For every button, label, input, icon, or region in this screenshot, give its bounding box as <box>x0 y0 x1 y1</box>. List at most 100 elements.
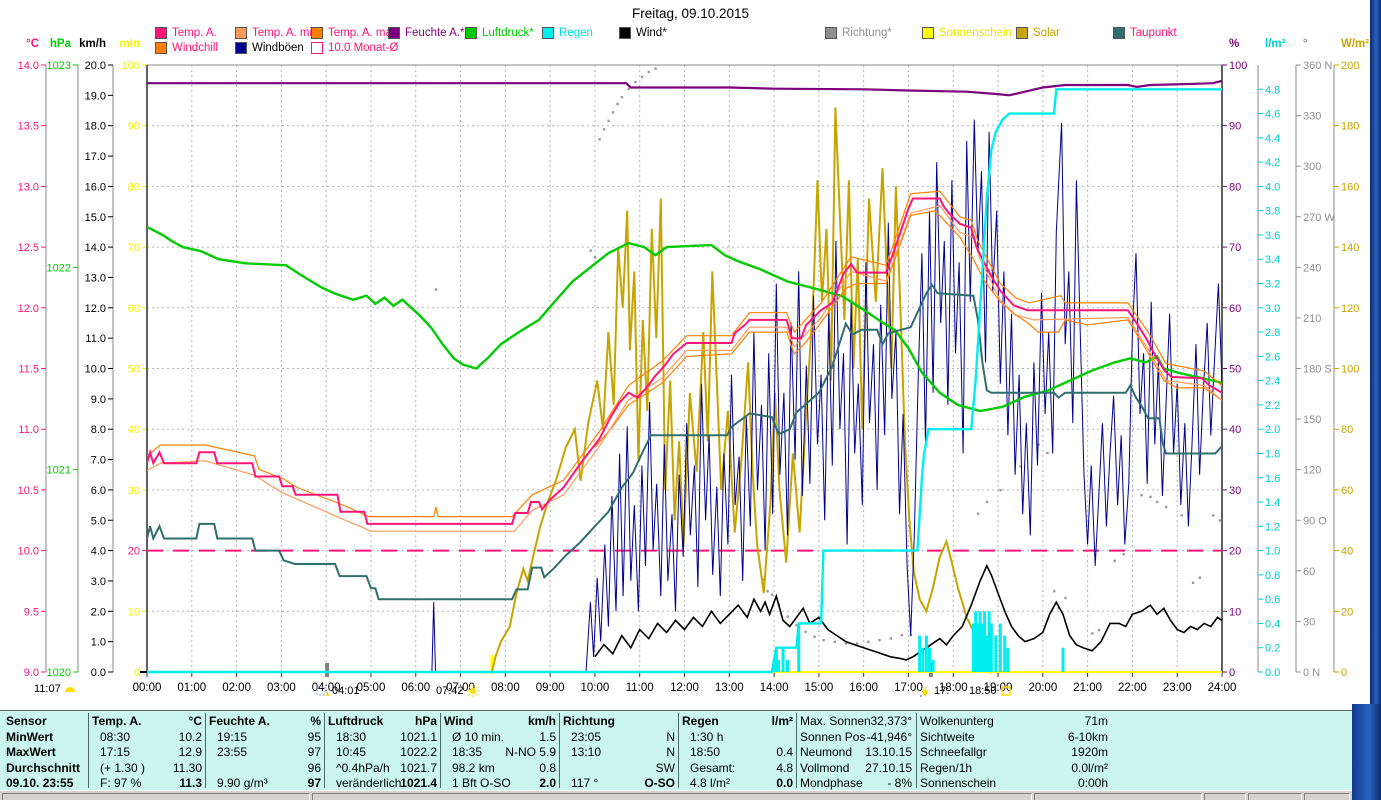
tick-label-deg: 150 <box>1303 414 1321 426</box>
tick-label-pct: 70 <box>1229 242 1241 254</box>
tick-label-deg: 360 N <box>1303 60 1332 72</box>
tick-label-wm2: 180 <box>1341 121 1359 133</box>
tick-label-lm2: 4.0 <box>1265 181 1280 193</box>
table-cell: veränderlich <box>336 776 402 791</box>
table-cell: Ø 10 min. <box>452 729 505 744</box>
tick-label-wm2: 20 <box>1341 606 1353 618</box>
tick-label-lm2: 2.8 <box>1265 327 1280 339</box>
legend-item-10-0-monat-[interactable]: 10.0 Monat-Ø <box>311 42 398 54</box>
series-regen-rate <box>971 623 975 672</box>
series-richtung <box>434 288 438 291</box>
legend-item-regen[interactable]: Regen <box>542 27 593 39</box>
legend-item-temp-a-[interactable]: Temp. A. <box>155 27 217 39</box>
legend-item-windb-en[interactable]: Windböen <box>235 42 304 54</box>
status-bar <box>0 790 1352 800</box>
table-cell: Wind <box>444 714 474 728</box>
tick-label-lm2: 2.4 <box>1265 376 1280 388</box>
tick-label-deg: 120 <box>1303 465 1321 477</box>
summary-table: Sensor MinWert MaxWert Durchschnitt 09.10. 2… <box>0 710 1352 790</box>
legend-item-windchill[interactable]: Windchill <box>155 42 218 54</box>
square-open-icon <box>1000 686 1011 696</box>
table-cell: Durchschnitt <box>6 760 81 775</box>
legend-item-luftdruck-[interactable]: Luftdruck* <box>465 27 534 39</box>
x-tick-label: 21:00 <box>1073 682 1102 694</box>
tick-label-lm2: 4.2 <box>1265 157 1280 169</box>
tick-label-min: 0 <box>134 667 140 679</box>
table-separator <box>440 713 441 788</box>
table-cell: Neumond <box>800 745 853 760</box>
tick-label-wm2: 200 <box>1341 60 1359 72</box>
table-separator <box>88 713 89 788</box>
table-cell: 0.0 <box>776 776 793 791</box>
tick-label-lm2: 3.0 <box>1265 303 1280 315</box>
tick-label-lm2: 4.8 <box>1265 84 1280 96</box>
tick-label-wm2: 120 <box>1341 303 1359 315</box>
legend-item-temp-a-min[interactable]: Temp. A. min <box>235 27 318 39</box>
annotation-text: 18:50 <box>969 685 997 697</box>
series-richtung <box>770 593 774 596</box>
table-cell: 98.2 km <box>452 760 495 775</box>
legend-label: Richtung* <box>842 27 892 39</box>
series-regen-rate <box>1003 635 1007 672</box>
legend-item-sonnenschein[interactable]: Sonnenschein <box>922 27 1012 39</box>
x-tick-label: 11:00 <box>626 682 654 694</box>
axis-unit-temp: °C <box>26 38 39 50</box>
legend-swatch-icon <box>1113 27 1125 39</box>
legend-swatch-icon <box>465 27 477 39</box>
table-cell: % <box>310 714 321 728</box>
legend-item-richtung-[interactable]: Richtung* <box>825 27 892 39</box>
tick-label-min: 70 <box>128 242 140 254</box>
series-regen-rate <box>989 623 993 672</box>
series-regen-rate <box>976 623 980 672</box>
table-cell: Gesamt: <box>690 760 736 775</box>
table-cell: -41,946° <box>866 729 913 744</box>
tick-label-hpa: 1020 <box>47 667 71 679</box>
table-cell: O-SO <box>644 776 675 791</box>
tick-label-hpa: 1021 <box>47 465 71 477</box>
tick-label-wm2: 160 <box>1341 181 1359 193</box>
tick-label-lm2: 2.0 <box>1265 424 1280 436</box>
series-regen-summe <box>147 88 1222 674</box>
legend-item-feuchte-a-[interactable]: Feuchte A.* <box>388 27 464 39</box>
series-richtung <box>1165 505 1168 509</box>
table-cell: 97 <box>307 745 321 760</box>
tick-label-deg: 300 <box>1303 161 1321 173</box>
tick-label-lm2: 1.4 <box>1265 497 1280 509</box>
series-richtung <box>889 637 892 640</box>
series-richtung <box>1140 493 1143 497</box>
moonrise-icon <box>316 686 329 696</box>
legend-item-temp-a-max[interactable]: Temp. A. max <box>311 27 398 39</box>
tick-label-kmh: 10.0 <box>85 364 106 376</box>
x-tick-label: 19:00 <box>984 682 1013 694</box>
statusbar-panel <box>1204 793 1246 800</box>
table-cell: km/h <box>527 714 556 728</box>
axis-unit-lm2: l/m² <box>1265 38 1286 50</box>
tick-label-kmh: 6.0 <box>91 485 106 497</box>
legend-label: Regen <box>559 27 593 39</box>
series-richtung <box>766 590 769 593</box>
tick-label-lm2: 4.4 <box>1265 133 1280 145</box>
legend-label: 10.0 Monat-Ø <box>328 42 399 54</box>
tick-label-temp: 9.0 <box>24 667 39 679</box>
table-cell: hPa <box>414 714 437 728</box>
table-cell: 95 <box>307 729 321 744</box>
table-cell: 6-10km <box>1067 729 1108 744</box>
series-richtung <box>976 512 980 515</box>
tick-label-lm2: 3.4 <box>1265 254 1280 266</box>
axis-unit-pct: % <box>1229 38 1239 50</box>
x-tick-label: 02:00 <box>222 682 251 694</box>
tick-label-kmh: 19.0 <box>85 90 106 102</box>
tick-label-wm2: 60 <box>1341 485 1353 497</box>
legend-item-taupunkt[interactable]: Taupunkt <box>1113 27 1177 39</box>
tick-label-temp: 9.5 <box>24 606 39 618</box>
legend-item-wind-[interactable]: Wind* <box>619 27 667 39</box>
legend-swatch-icon <box>235 27 247 39</box>
table-cell: 71m <box>1084 714 1108 728</box>
legend-swatch-icon <box>825 27 837 39</box>
series-richtung <box>654 67 657 70</box>
series-temp-max <box>147 190 1222 518</box>
legend-item-solar[interactable]: Solar <box>1016 27 1060 39</box>
axis-unit-min: min <box>120 38 140 50</box>
table-cell: 0:00h <box>1077 776 1108 791</box>
